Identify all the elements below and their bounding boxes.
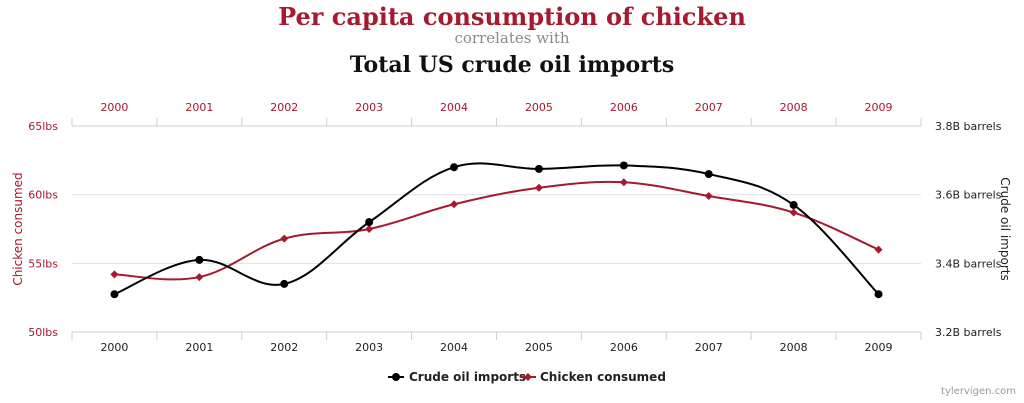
- data-point-chicken-consumed: [874, 245, 883, 254]
- data-point-chicken-consumed: [789, 208, 798, 217]
- data-point-crude-oil-imports: [110, 290, 119, 299]
- top-x-tick-label: 2002: [270, 101, 298, 114]
- right-y-tick-label: 3.2B barrels: [935, 326, 1002, 339]
- data-point-chicken-consumed: [365, 225, 374, 233]
- chart-title: Per capita consumption of chicken: [278, 2, 746, 31]
- left-axis-label: Chicken consumed: [11, 172, 25, 285]
- bottom-x-tick-label: 2000: [100, 341, 128, 354]
- legend-marker-crude-oil-imports: [392, 373, 400, 381]
- top-x-tick-label: 2005: [525, 101, 553, 114]
- data-point-chicken-consumed: [110, 270, 119, 279]
- top-x-tick-label: 2006: [610, 101, 638, 114]
- legend-marker-chicken-consumed: [524, 373, 532, 381]
- left-y-tick-label: 50lbs: [28, 326, 58, 339]
- legend-label-crude-oil-imports: Crude oil imports: [409, 370, 526, 384]
- data-point-crude-oil-imports: [365, 218, 374, 227]
- bottom-x-tick-label: 2004: [440, 341, 468, 354]
- data-point-crude-oil-imports: [195, 255, 204, 264]
- series-line-chicken-consumed: [114, 180, 879, 281]
- credit-text: tylervigen.com: [941, 386, 1016, 397]
- bottom-x-tick-label: 2001: [185, 341, 213, 354]
- top-x-tick-label: 2004: [440, 101, 468, 114]
- chart-subtitle: correlates with: [454, 29, 570, 47]
- bottom-x-tick-label: 2006: [610, 341, 638, 354]
- left-y-tick-label: 65lbs: [28, 120, 58, 133]
- legend-label-chicken-consumed: Chicken consumed: [540, 370, 666, 384]
- data-point-crude-oil-imports: [789, 200, 798, 209]
- right-y-tick-label: 3.4B barrels: [935, 257, 1002, 270]
- data-point-crude-oil-imports: [280, 279, 289, 288]
- data-point-crude-oil-imports: [619, 161, 628, 170]
- bottom-x-tick-label: 2002: [270, 341, 298, 354]
- data-point-chicken-consumed: [704, 192, 713, 201]
- series-line-crude-oil-imports: [114, 162, 880, 296]
- bottom-x-tick-label: 2003: [355, 341, 383, 354]
- bottom-x-tick-label: 2009: [865, 341, 893, 354]
- data-point-crude-oil-imports: [450, 163, 459, 172]
- data-point-chicken-consumed: [280, 234, 289, 243]
- bottom-x-tick-label: 2005: [525, 341, 553, 354]
- data-point-crude-oil-imports: [704, 170, 713, 179]
- data-point-chicken-consumed: [450, 200, 459, 209]
- chart-title-2: Total US crude oil imports: [349, 52, 675, 78]
- data-point-chicken-consumed: [195, 273, 204, 282]
- top-x-tick-label: 2001: [185, 101, 213, 114]
- data-point-chicken-consumed: [619, 178, 628, 187]
- right-y-tick-label: 3.6B barrels: [935, 189, 1002, 202]
- left-y-tick-label: 55lbs: [28, 257, 58, 270]
- bottom-x-tick-label: 2008: [780, 341, 808, 354]
- data-point-crude-oil-imports: [874, 290, 883, 299]
- top-x-tick-label: 2003: [355, 101, 383, 114]
- bottom-x-tick-label: 2007: [695, 341, 723, 354]
- top-x-tick-label: 2009: [865, 101, 893, 114]
- data-point-crude-oil-imports: [534, 164, 543, 173]
- top-x-tick-label: 2007: [695, 101, 723, 114]
- data-point-chicken-consumed: [534, 183, 543, 192]
- right-axis-label: Crude oil imports: [998, 177, 1012, 280]
- right-y-tick-label: 3.8B barrels: [935, 120, 1002, 133]
- top-x-tick-label: 2000: [100, 101, 128, 114]
- left-y-tick-label: 60lbs: [28, 189, 58, 202]
- top-x-tick-label: 2008: [780, 101, 808, 114]
